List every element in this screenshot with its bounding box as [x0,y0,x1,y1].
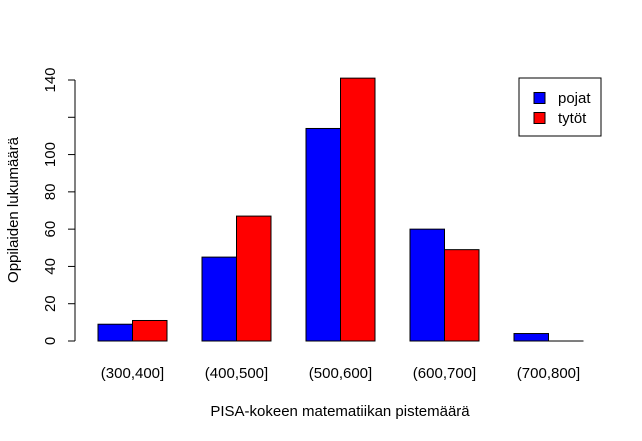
y-tick-label: 100 [42,142,59,167]
legend-swatch [533,92,546,104]
x-tick-label: (400,500] [205,365,268,382]
y-axis-label: Oppilaiden lukumäärä [5,136,22,283]
legend: pojat tytöt [518,77,602,137]
bar [444,249,480,342]
y-axis: 0 20 40 60 80 100 140 [42,67,76,345]
bars [97,77,584,342]
y-tick-label: 0 [42,337,59,345]
bar [305,127,341,342]
legend-label: tytöt [558,110,587,127]
y-tick-label: 40 [42,258,59,275]
x-axis-label: PISA-kokeen matematiikan pistemäärä [210,403,470,420]
y-tick-label: 20 [42,295,59,312]
bar [201,256,237,342]
legend-swatch [533,112,546,124]
bar [340,77,376,342]
y-tick-label: 140 [42,67,59,92]
bar [132,319,168,342]
bar [236,215,272,342]
y-tick-label: 60 [42,221,59,238]
x-tick-label: (600,700] [413,365,476,382]
x-tick-label: (500,600] [309,365,372,382]
x-tick-label: (700,800] [517,365,580,382]
y-tick-label: 80 [42,184,59,201]
x-tick-labels: (300,400] (400,500] (500,600] (600,700] (700… [101,365,580,382]
bar [513,333,549,342]
bar [409,228,445,342]
legend-box [518,77,602,137]
legend-label: pojat [558,90,591,107]
bar [97,323,133,342]
x-tick-label: (300,400] [101,365,164,382]
